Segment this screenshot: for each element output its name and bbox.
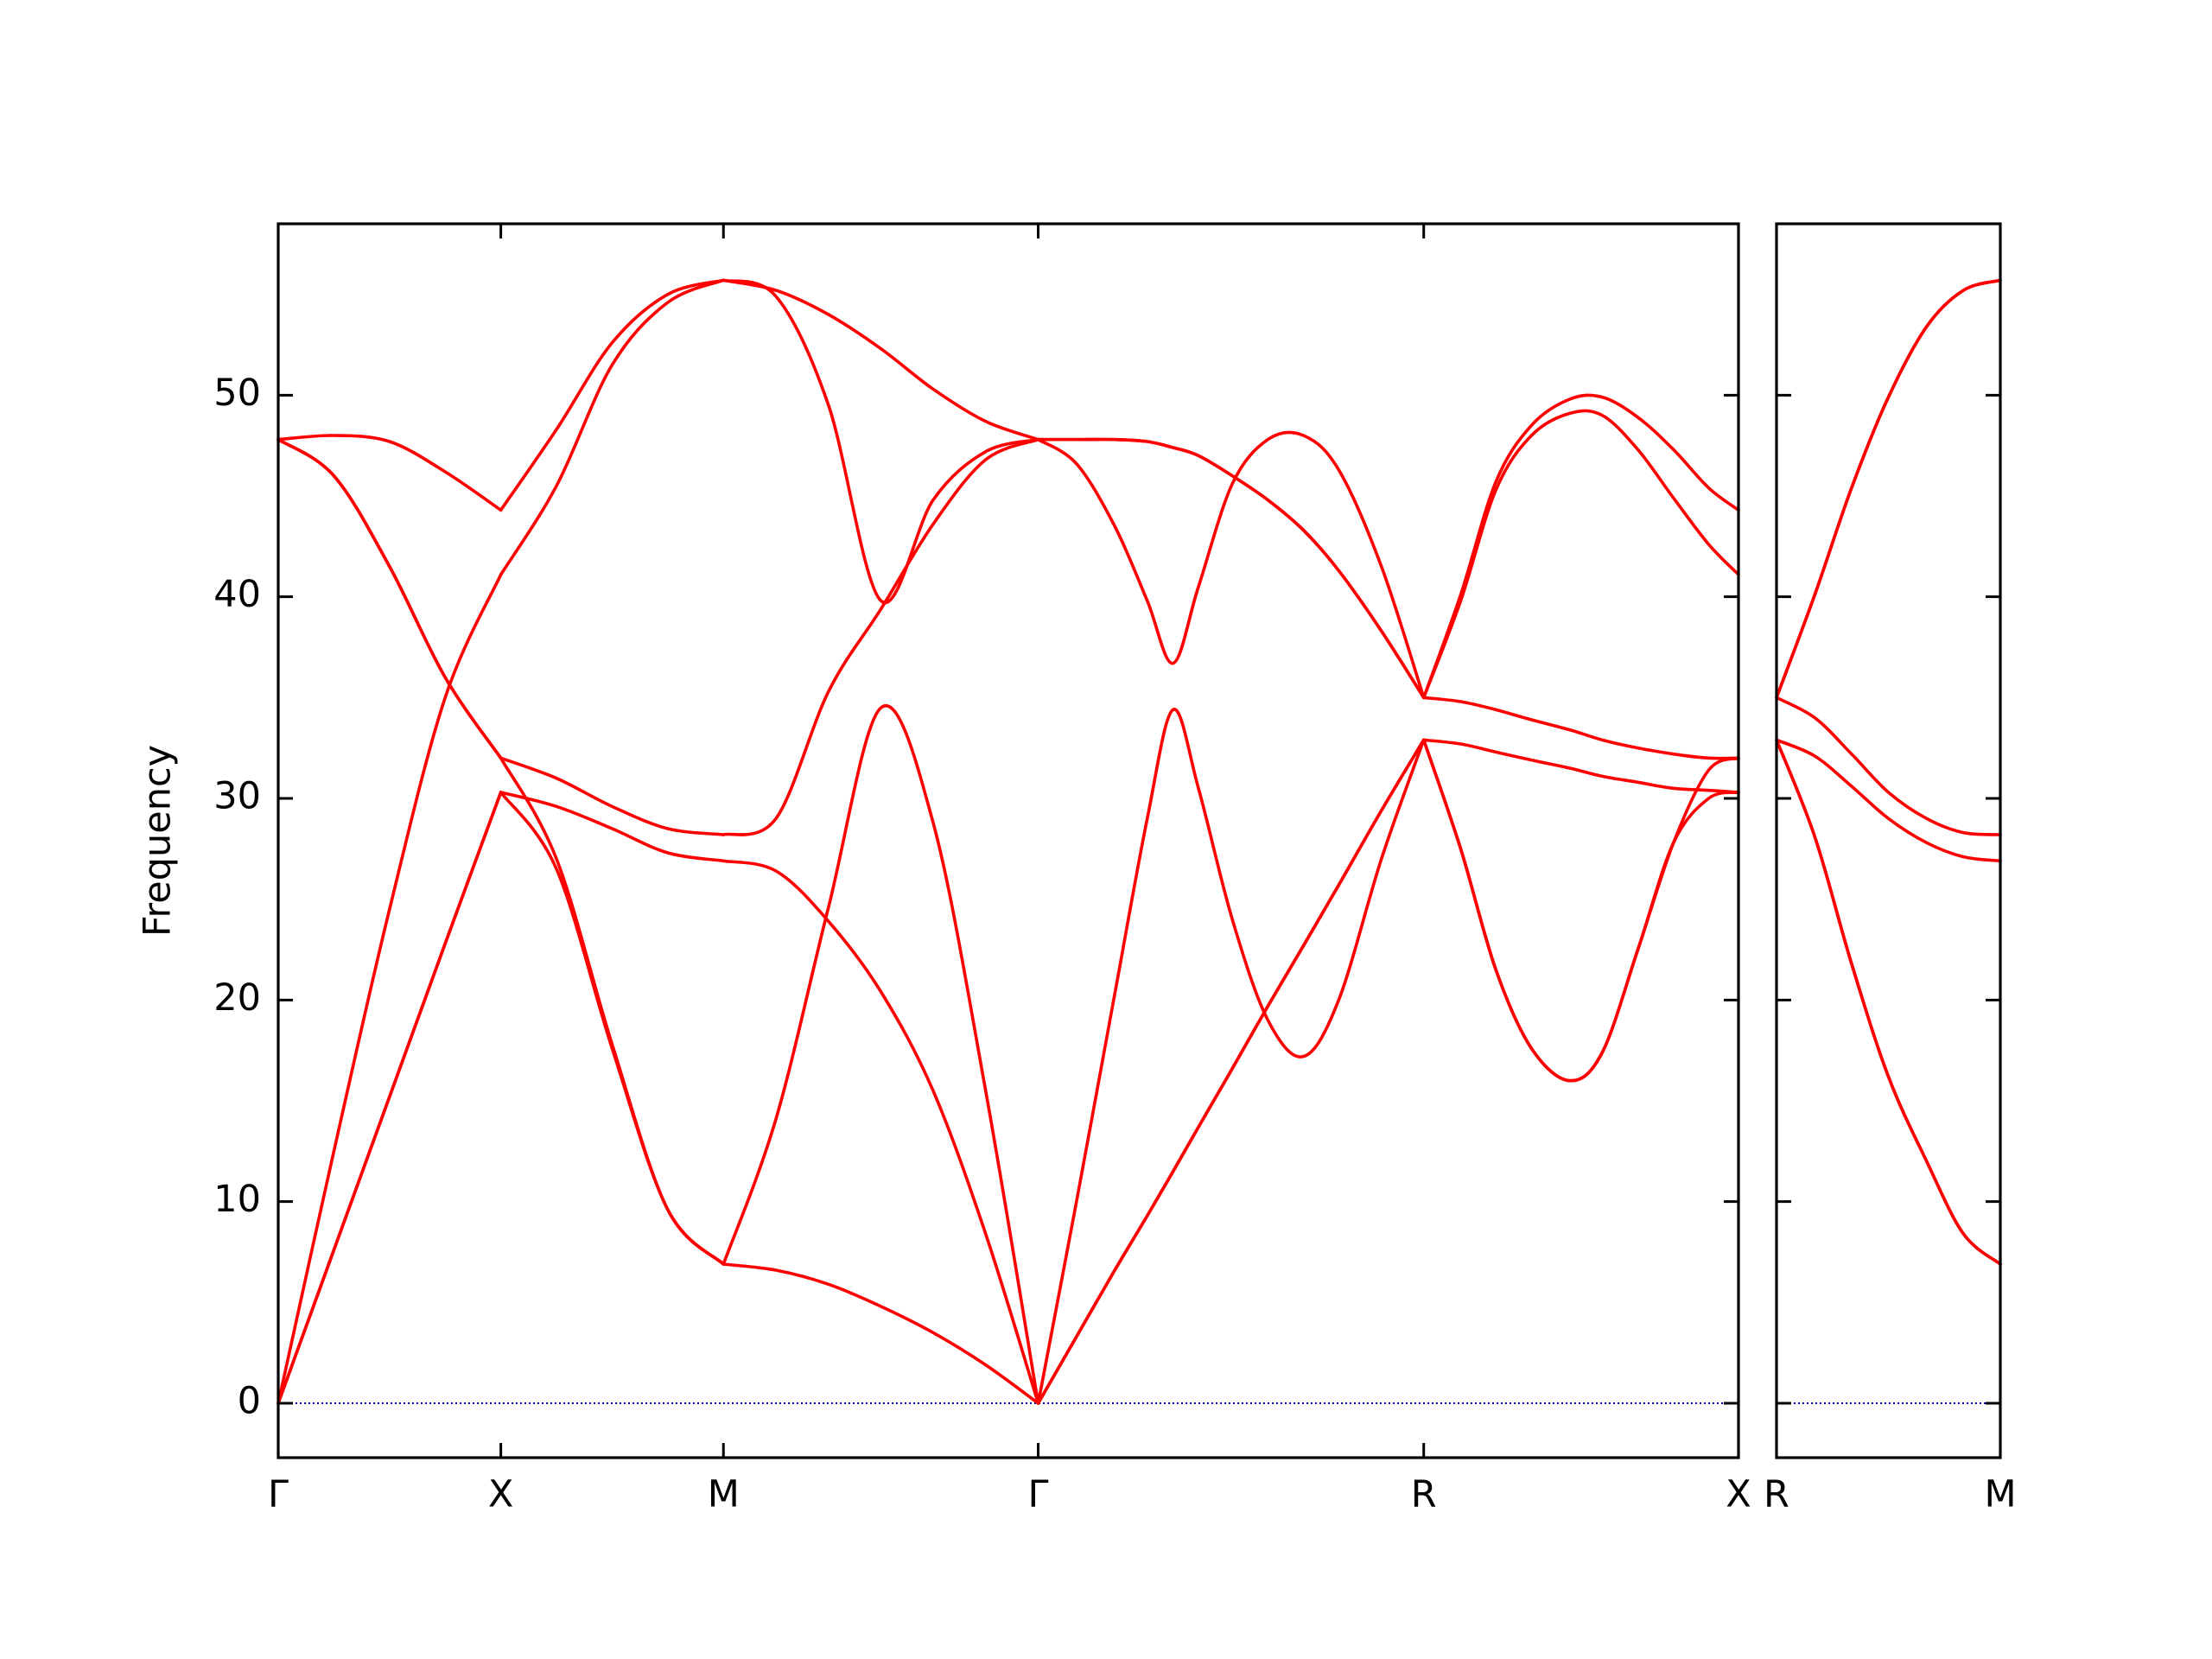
band-line xyxy=(1775,278,2002,700)
band-line xyxy=(1036,437,1426,700)
band-line xyxy=(1775,738,2002,1266)
y-tick-label: 0 xyxy=(238,1380,261,1423)
x-tick-label: M xyxy=(1984,1473,2016,1516)
x-tick-label: X xyxy=(488,1473,513,1516)
band-line xyxy=(1421,409,1740,700)
band-line xyxy=(1421,738,1740,1083)
y-tick-label: 50 xyxy=(213,372,261,415)
x-tick-label: R xyxy=(1411,1473,1437,1516)
x-tick-label: M xyxy=(708,1473,740,1516)
band-line xyxy=(276,573,503,1405)
band-line xyxy=(721,704,1040,1405)
band-line xyxy=(1421,696,1740,760)
x-tick-label: X xyxy=(1726,1473,1751,1516)
band-line xyxy=(499,278,726,576)
plot-frame xyxy=(276,222,1740,1459)
band-line xyxy=(1036,430,1426,700)
x-tick-label: R xyxy=(1764,1473,1789,1516)
band-line xyxy=(1036,708,1426,1405)
band-line xyxy=(276,791,503,1405)
band-line xyxy=(1775,696,2002,836)
band-line xyxy=(1421,738,1740,794)
band-line xyxy=(721,1262,1040,1405)
y-tick-label: 40 xyxy=(213,573,261,616)
band-line xyxy=(276,437,503,760)
band-line xyxy=(1775,738,2002,863)
band-line xyxy=(721,278,1040,605)
band-line xyxy=(721,437,1040,836)
y-tick-label: 20 xyxy=(213,976,261,1020)
band-line xyxy=(721,278,1040,442)
band-line xyxy=(499,756,726,1266)
band-line xyxy=(499,756,726,836)
band-line xyxy=(1036,738,1426,1405)
y-axis-label: Frequency xyxy=(137,745,180,937)
band-line xyxy=(499,791,726,863)
band-line xyxy=(499,278,726,512)
band-line xyxy=(1775,278,2002,700)
x-tick-label: Γ xyxy=(1028,1473,1049,1516)
band-line xyxy=(499,791,726,1266)
band-line xyxy=(1421,393,1740,700)
y-tick-label: 30 xyxy=(213,775,261,818)
band-line xyxy=(721,859,1040,1405)
band-line xyxy=(1036,437,1426,700)
y-tick-label: 10 xyxy=(213,1178,261,1221)
band-line xyxy=(276,434,503,512)
x-tick-label: Γ xyxy=(268,1473,289,1516)
plot-frame xyxy=(1775,222,2002,1459)
